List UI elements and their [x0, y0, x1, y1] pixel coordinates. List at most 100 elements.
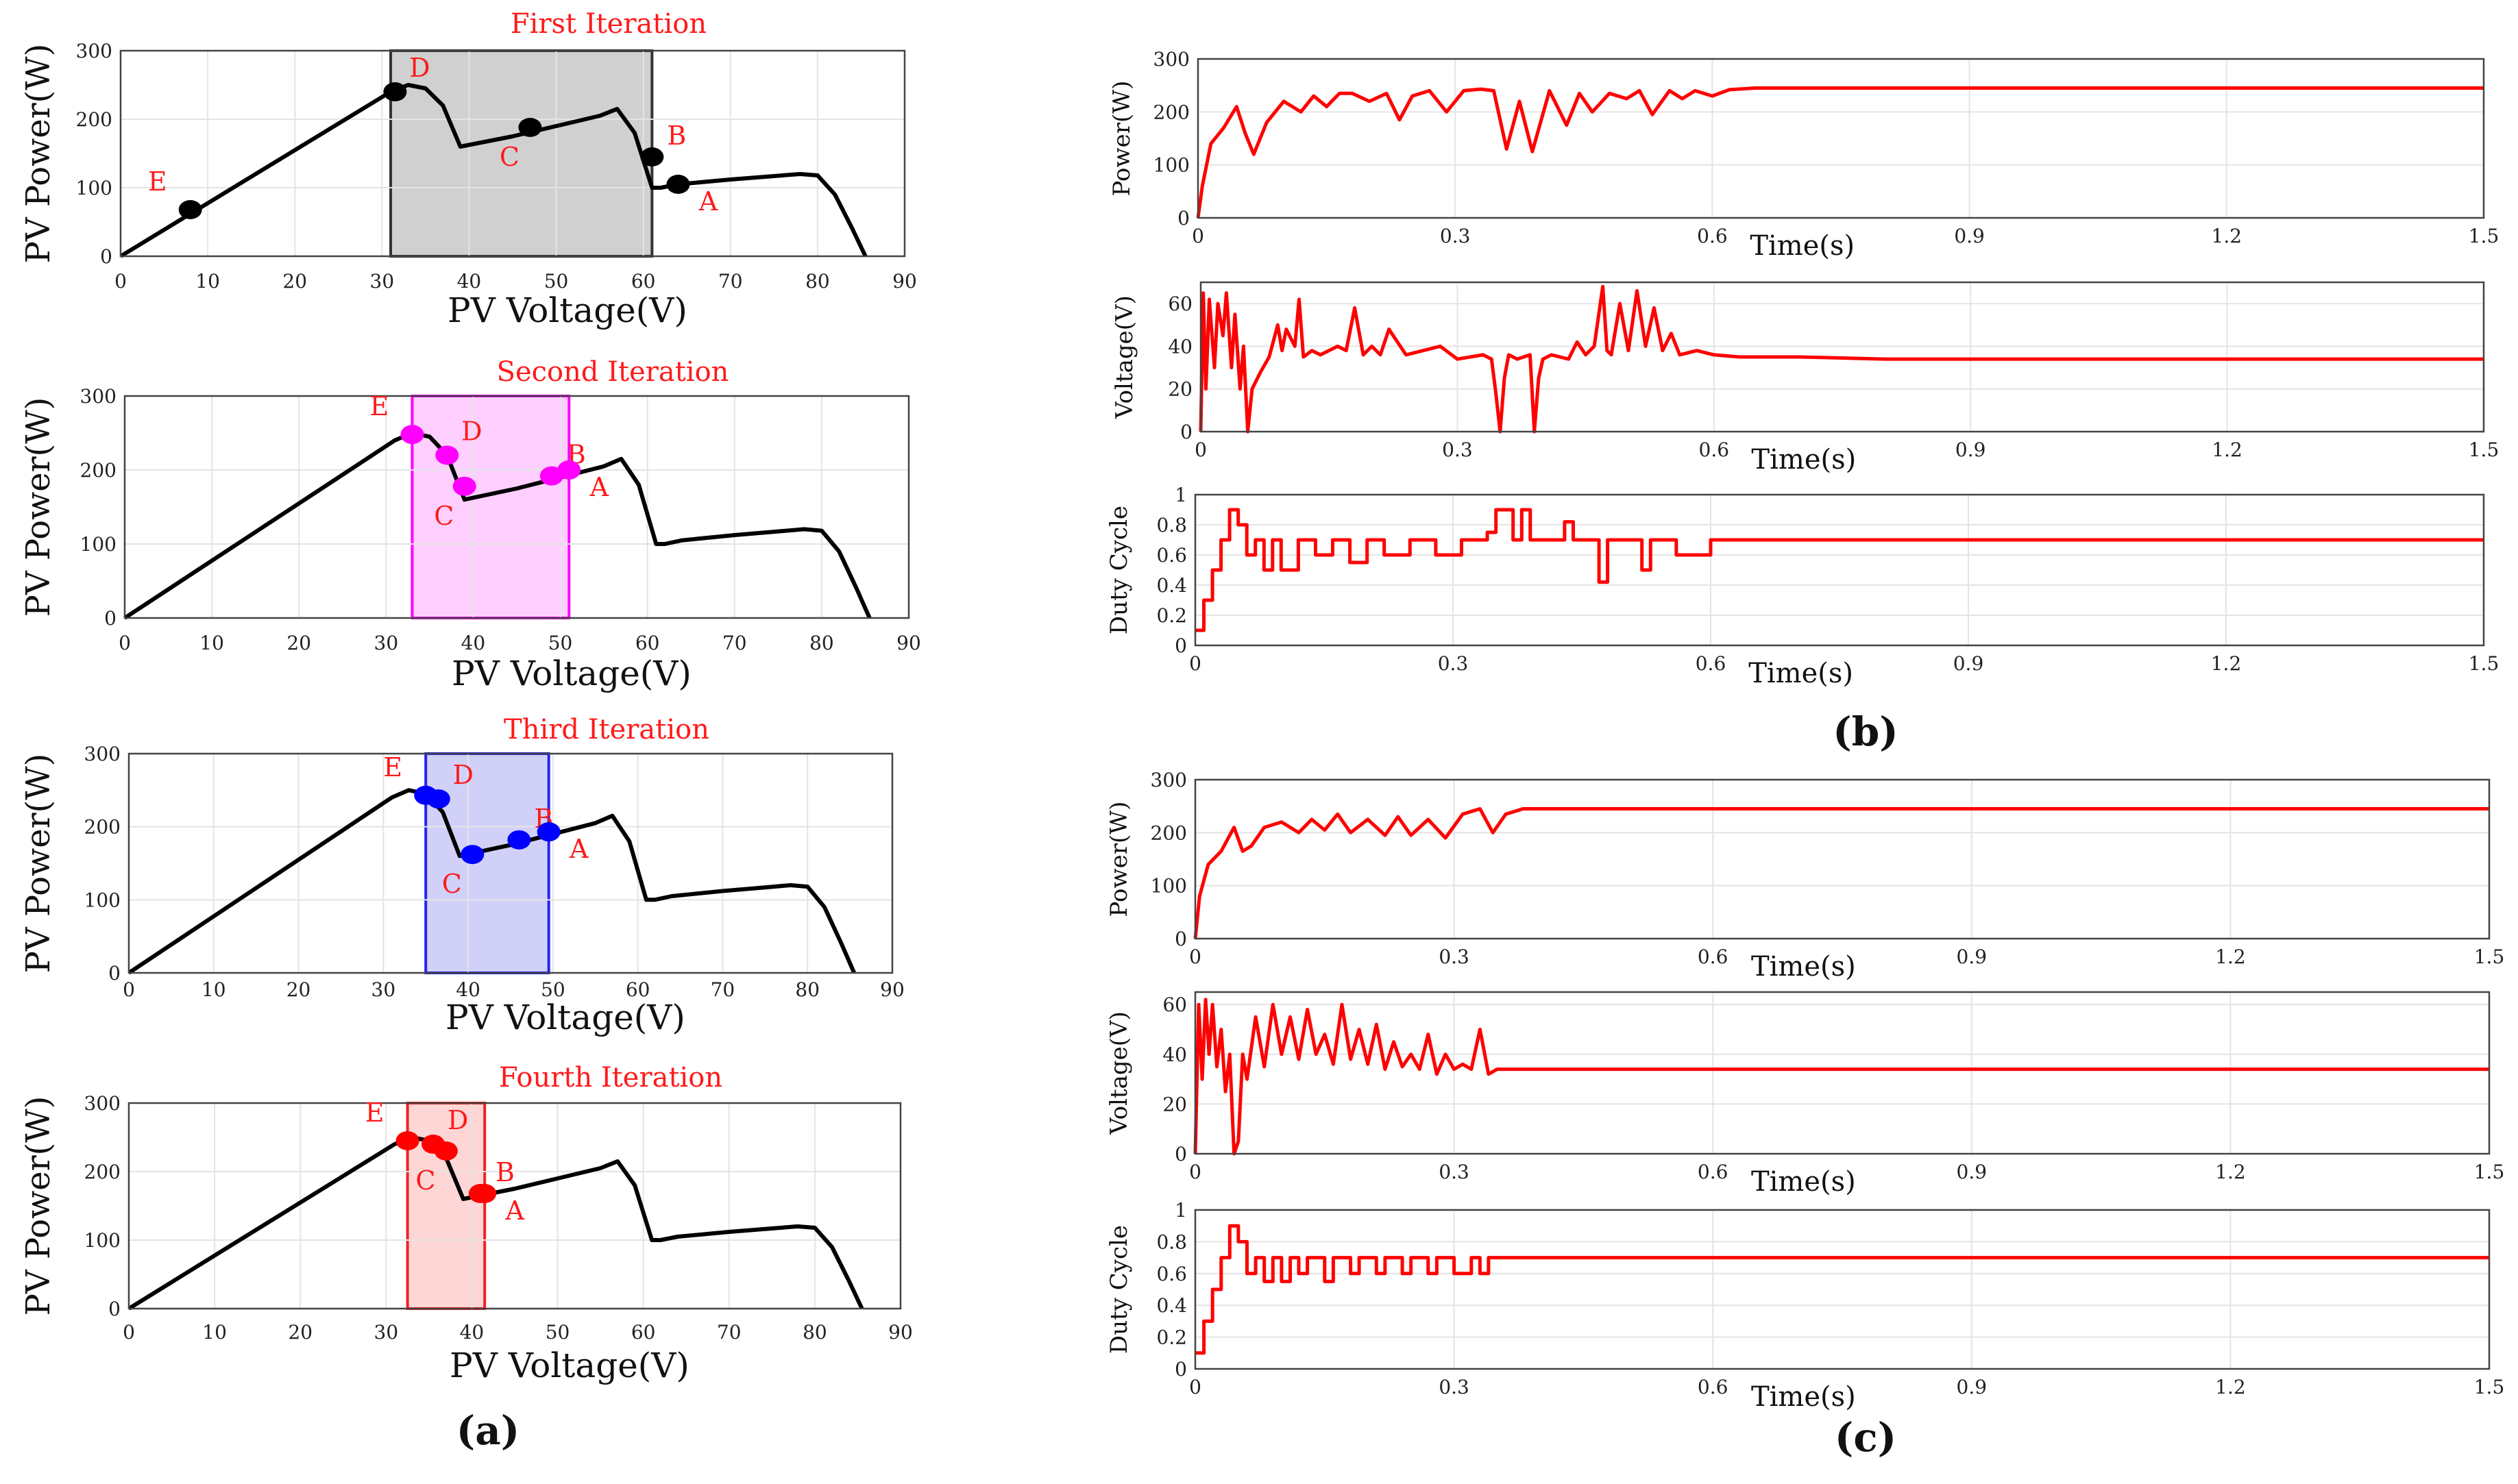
point-A-marker [473, 1184, 497, 1203]
x-tick-label: 90 [896, 632, 921, 654]
y-tick-label: 100 [80, 533, 117, 556]
x-tick-label: 70 [718, 270, 743, 293]
y-tick-label: 60 [1168, 293, 1193, 315]
y-tick-label: 300 [76, 40, 112, 62]
x-tick-label: 40 [461, 632, 486, 654]
y-tick-label: 0 [1177, 207, 1190, 230]
point-E-marker [178, 200, 202, 219]
chart-10: 0 0.3 0.6 0.9 1.2 1.5 0 0.2 0.4 0.6 0.8 1 Time(s) Dut… [1105, 1199, 2504, 1413]
point-label: E [148, 166, 167, 197]
y-tick-label: 20 [1162, 1093, 1187, 1115]
x-tick-label: 0.3 [1439, 1161, 1469, 1183]
x-tick-label: 0.9 [1955, 438, 1986, 461]
point-A-marker [666, 175, 690, 194]
chart-6: 0 0.3 0.6 0.9 1.2 1.5 0 20 40 60 Time(s) Voltage(V) [1111, 281, 2499, 475]
point-label: C [415, 1165, 435, 1196]
chart-7: 0 0.3 0.6 0.9 1.2 1.5 0 0.2 0.4 0.6 0.8 1 Time(s) Dut… [1105, 484, 2499, 689]
y-axis-label: Duty Cycle [1105, 1225, 1133, 1354]
x-tick-label: 0 [123, 978, 135, 1001]
series-line [1193, 998, 2489, 1156]
search-window [424, 752, 550, 974]
x-tick-label: 50 [544, 270, 569, 293]
point-D-marker [426, 789, 450, 809]
x-tick-label: 70 [722, 632, 747, 654]
point-label: D [448, 1105, 468, 1135]
x-tick-label: 80 [795, 978, 820, 1001]
series-line [1195, 508, 2484, 632]
point-label: D [461, 416, 482, 446]
y-tick-label: 40 [1168, 335, 1193, 358]
x-tick-label: 1.2 [2211, 652, 2242, 675]
plot-area [1195, 495, 2484, 645]
series-line [123, 431, 872, 620]
x-tick-label: 1.5 [2474, 945, 2505, 968]
y-tick-label: 0 [108, 962, 121, 985]
x-axis-label: Time(s) [1748, 658, 1853, 689]
point-A-marker [537, 822, 561, 842]
point-E-marker [395, 1131, 419, 1150]
y-tick-label: 0 [104, 607, 117, 630]
point-label: C [500, 142, 520, 172]
x-tick-label: 0 [1189, 1161, 1201, 1183]
y-axis-label: Power(W) [1108, 81, 1136, 197]
x-tick-label: 0.3 [1440, 225, 1471, 247]
x-tick-label: 30 [374, 1321, 399, 1344]
point-label: B [496, 1157, 515, 1187]
x-tick-label: 0.3 [1438, 652, 1469, 675]
x-axis-label: Time(s) [1751, 1381, 1856, 1413]
point-label: C [442, 869, 462, 899]
y-tick-label: 0.2 [1156, 1326, 1187, 1349]
x-tick-label: 0.6 [1698, 945, 1728, 968]
chart-title: Third Iteration [504, 714, 709, 745]
x-tick-label: 90 [892, 270, 917, 293]
x-tick-label: 0.3 [1439, 945, 1469, 968]
x-tick-label: 30 [371, 978, 396, 1001]
x-tick-label: 0.6 [1698, 1376, 1728, 1398]
point-label: C [434, 501, 454, 531]
point-B-marker [539, 466, 563, 486]
y-tick-label: 0.4 [1156, 1294, 1187, 1317]
plot-area [1195, 780, 2489, 939]
y-tick-label: 200 [80, 459, 117, 482]
x-axis-label: Time(s) [1750, 230, 1855, 262]
y-tick-label: 0 [100, 245, 112, 268]
x-tick-label: 0 [119, 632, 131, 654]
plot-area [1195, 992, 2489, 1154]
chart-8: 0 0.3 0.6 0.9 1.2 1.5 0 100 200 300 Time(s) Power(W… [1105, 769, 2504, 982]
axes-frame [1194, 493, 2485, 647]
point-D-marker [435, 445, 459, 465]
x-tick-label: 0 [1192, 225, 1204, 247]
point-C-marker [452, 476, 476, 496]
x-tick-label: 1.5 [2469, 438, 2499, 461]
point-C-marker [434, 1141, 458, 1161]
x-tick-label: 30 [370, 270, 395, 293]
y-tick-label: 300 [84, 1092, 121, 1115]
y-axis-label: PV Power(W) [19, 754, 58, 974]
x-tick-label: 1.2 [2212, 438, 2242, 461]
panel-label-b: (b) [1833, 708, 1898, 755]
y-tick-label: 100 [1151, 875, 1187, 898]
point-label: D [453, 760, 474, 790]
y-tick-label: 0 [1180, 421, 1193, 443]
x-axis-label: Time(s) [1751, 1166, 1856, 1198]
x-tick-label: 1.2 [2215, 1376, 2246, 1398]
x-tick-label: 1.2 [2212, 225, 2242, 247]
y-tick-label: 0.8 [1156, 514, 1187, 536]
x-tick-label: 40 [460, 1321, 485, 1344]
x-tick-label: 0 [1195, 438, 1207, 461]
series-line [1195, 1224, 2489, 1355]
x-tick-label: 0.9 [1957, 1161, 1988, 1183]
x-tick-label: 10 [195, 270, 220, 293]
y-tick-label: 200 [1153, 101, 1190, 123]
chart-1: 0 10 20 30 40 50 60 70 80 90 0 100 200 300 First Itera… [19, 8, 917, 330]
x-tick-label: 0.9 [1957, 945, 1988, 968]
x-tick-label: 0 [1189, 652, 1201, 675]
axes-frame [127, 1102, 902, 1310]
y-tick-label: 200 [1151, 821, 1187, 844]
y-tick-label: 1 [1175, 484, 1187, 506]
y-tick-label: 0.6 [1156, 544, 1187, 567]
point-label: A [504, 1196, 524, 1226]
x-tick-label: 70 [711, 978, 735, 1001]
panel-label-a: (a) [456, 1407, 520, 1454]
point-label: B [667, 121, 686, 151]
